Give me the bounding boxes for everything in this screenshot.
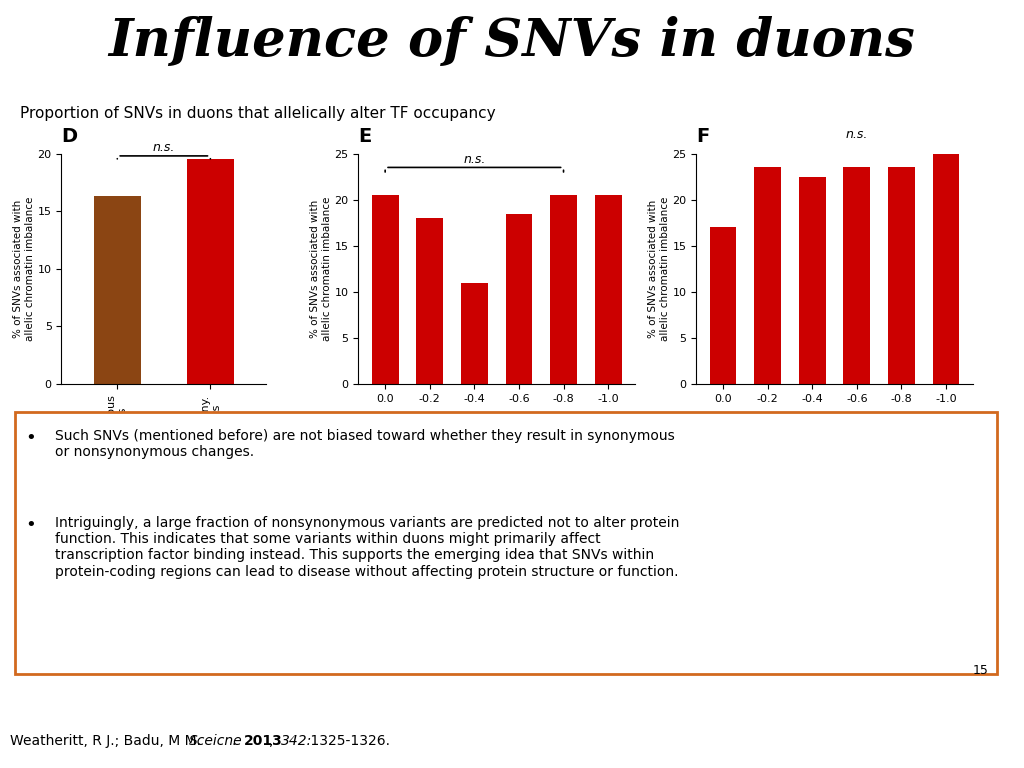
Text: n.s.: n.s.: [153, 141, 175, 154]
Bar: [417, 218, 443, 384]
Text: Sceicne: Sceicne: [188, 734, 243, 748]
Text: F: F: [696, 127, 710, 146]
Y-axis label: % of SNVs associated with
allelic chromatin imbalance: % of SNVs associated with allelic chroma…: [310, 197, 332, 341]
Text: Weatheritt, R J.; Badu, M M.: Weatheritt, R J.; Badu, M M.: [10, 734, 206, 748]
FancyBboxPatch shape: [15, 412, 996, 674]
Y-axis label: % of SNVs associated with
allelic chromatin imbalance: % of SNVs associated with allelic chroma…: [648, 197, 670, 341]
Text: D: D: [61, 127, 78, 146]
Bar: [506, 214, 532, 384]
Text: Proportion of SNVs in duons that allelically alter TF occupancy: Proportion of SNVs in duons that allelic…: [20, 106, 496, 121]
Text: Harmless: Harmless: [358, 435, 408, 445]
Bar: [461, 283, 487, 384]
Bar: [933, 154, 959, 384]
Text: Harmless: Harmless: [696, 435, 745, 445]
Bar: [550, 195, 577, 384]
Y-axis label: % of SNVs associated with
allelic chromatin imbalance: % of SNVs associated with allelic chroma…: [13, 197, 35, 341]
Text: •: •: [26, 429, 36, 447]
Text: n.s.: n.s.: [846, 127, 868, 141]
Bar: [755, 167, 781, 384]
Text: (polyphen-2 prediction): (polyphen-2 prediction): [761, 481, 908, 494]
Text: •: •: [26, 516, 36, 534]
Bar: [844, 167, 870, 384]
Bar: [372, 195, 398, 384]
Text: ,: ,: [269, 734, 278, 748]
Text: Such SNVs (mentioned before) are not biased toward whether they result in synony: Such SNVs (mentioned before) are not bia…: [55, 429, 675, 459]
Text: 1325-1326.: 1325-1326.: [306, 734, 390, 748]
Bar: [888, 167, 914, 384]
Text: 2013: 2013: [245, 734, 283, 748]
Text: 15: 15: [972, 664, 988, 677]
Text: 342:: 342:: [282, 734, 312, 748]
Text: Deleterious: Deleterious: [912, 435, 973, 445]
Text: .: .: [232, 734, 241, 748]
Text: SNV functional impact: SNV functional impact: [419, 458, 574, 471]
Text: Deleterious: Deleterious: [574, 435, 635, 445]
Text: n.s.: n.s.: [463, 153, 485, 166]
Text: (SIFT prediction): (SIFT prediction): [445, 481, 548, 494]
Text: E: E: [358, 127, 372, 146]
Text: SNV functional impact: SNV functional impact: [757, 458, 912, 471]
Bar: [187, 159, 233, 384]
Text: Intriguingly, a large fraction of nonsynonymous variants are predicted not to al: Intriguingly, a large fraction of nonsyn…: [55, 516, 679, 579]
Bar: [94, 196, 140, 384]
Text: Influence of SNVs in duons: Influence of SNVs in duons: [109, 16, 915, 67]
Bar: [595, 195, 622, 384]
Bar: [799, 177, 825, 384]
Bar: [710, 227, 736, 384]
